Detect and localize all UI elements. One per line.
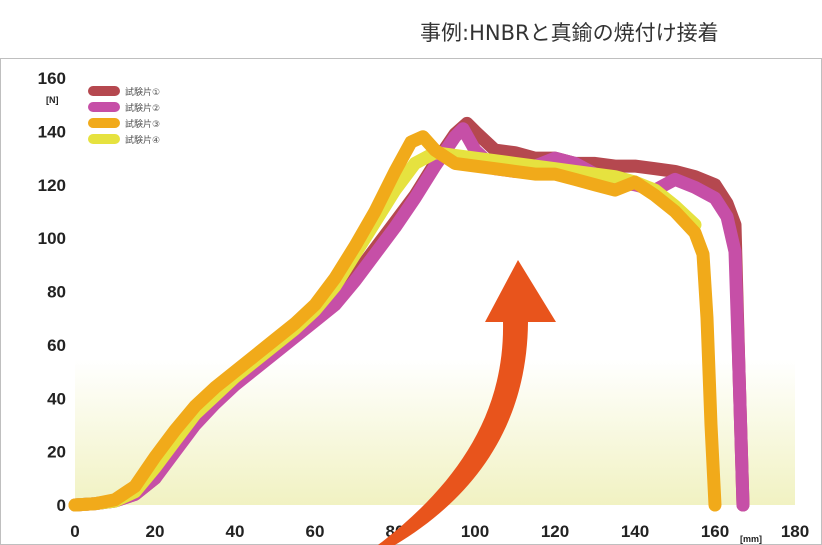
legend-label-3: 試験片③ [125,118,160,130]
x-tick-label: 0 [70,522,79,541]
y-axis: 0 20 40 60 80 100 120 140 160 [38,69,66,515]
y-axis-unit: [N] [46,95,59,105]
x-tick-label: 20 [146,522,165,541]
x-tick-label: 100 [461,522,489,541]
legend-swatch-4 [88,134,120,144]
legend-label-4: 試験片④ [125,134,160,146]
y-tick-label: 80 [47,283,66,302]
legend-swatch-3 [88,118,120,128]
y-tick-label: 40 [47,389,66,408]
annotation-arrow [378,260,556,545]
y-tick-label: 0 [57,496,66,515]
series-line-3 [68,130,722,512]
y-tick-label: 160 [38,69,66,88]
legend-label-1: 試験片① [125,86,160,98]
legend-swatch-1 [88,86,120,96]
series-layer [68,116,750,512]
x-tick-label: 60 [306,522,325,541]
chart-title: 事例:HNBRと真鍮の焼付け接着 [420,21,719,45]
legend-swatch-2 [88,102,120,112]
y-tick-label: 60 [47,336,66,355]
x-tick-label: 140 [621,522,649,541]
x-axis: 020406080100120140160180 [70,522,809,541]
x-tick-label: 160 [701,522,729,541]
legend: 試験片① 試験片② 試験片③ 試験片④ [88,86,160,146]
y-tick-label: 140 [38,122,66,141]
y-tick-label: 120 [38,176,66,195]
x-tick-label: 120 [541,522,569,541]
x-tick-label: 180 [781,522,809,541]
x-tick-label: 40 [226,522,245,541]
y-tick-label: 20 [47,443,66,462]
legend-label-2: 試験片② [125,102,160,114]
x-axis-unit: [mm] [740,534,762,544]
y-tick-label: 100 [38,229,66,248]
